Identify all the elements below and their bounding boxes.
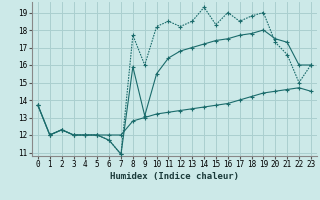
X-axis label: Humidex (Indice chaleur): Humidex (Indice chaleur) [110, 172, 239, 181]
